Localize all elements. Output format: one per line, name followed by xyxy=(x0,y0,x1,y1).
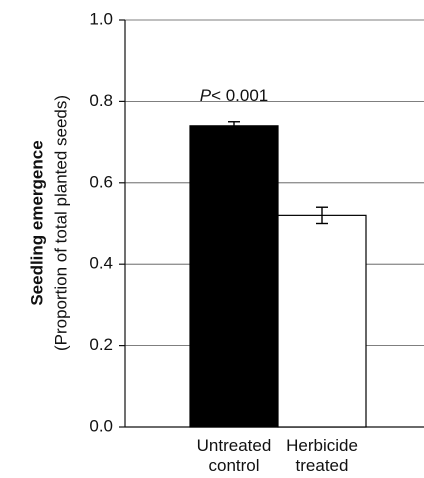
y-tick-label: 1.0 xyxy=(89,9,113,28)
error-bar xyxy=(228,121,240,131)
annotation-symbol: P xyxy=(200,86,212,105)
x-tick-line: Herbicide xyxy=(286,436,358,455)
y-tick-label: 0.8 xyxy=(89,91,113,110)
x-tick-line: treated xyxy=(296,456,349,475)
y-tick-label: 0.4 xyxy=(89,254,113,273)
error-bar xyxy=(316,206,328,225)
annotation: P< 0.001 xyxy=(200,86,269,105)
bar xyxy=(189,125,279,428)
y-tick-label: 0.0 xyxy=(89,416,113,435)
annotation-value: < 0.001 xyxy=(211,86,268,105)
x-tick-line: control xyxy=(208,456,259,475)
y-tick-label: 0.6 xyxy=(89,172,113,191)
y-axis-subtitle: (Proportion of total planted seeds) xyxy=(51,95,70,351)
x-tick-line: Untreated xyxy=(197,436,272,455)
x-tick-label: Untreated control xyxy=(197,436,272,475)
y-axis-title: Seedling emergence xyxy=(27,140,46,305)
bar xyxy=(277,214,367,428)
y-tick-label: 0.2 xyxy=(89,335,113,354)
x-tick-label: Herbicide treated xyxy=(286,436,358,475)
